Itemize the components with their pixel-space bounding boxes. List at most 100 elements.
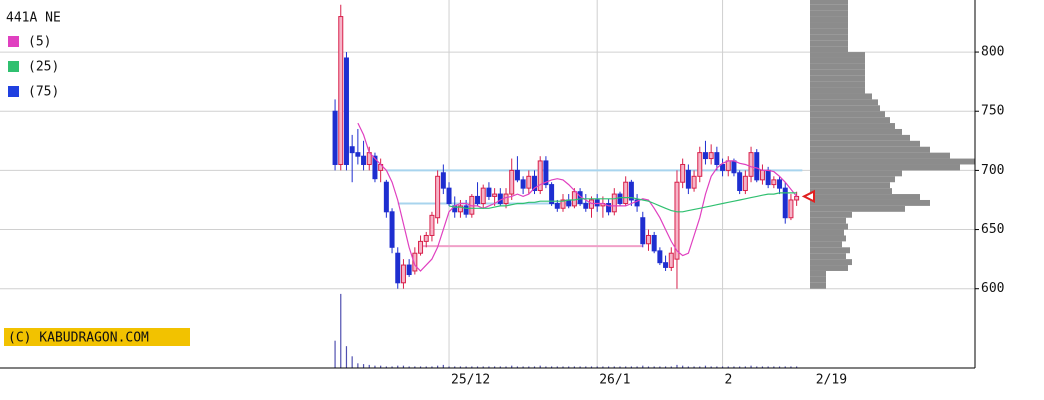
candle-body [520, 179, 526, 189]
candle-body [748, 152, 754, 177]
candle-body [674, 181, 680, 260]
profile-bar [810, 4, 848, 11]
ma-line [357, 122, 798, 272]
candle-body [742, 175, 748, 192]
y-tick-label: 800 [981, 45, 1004, 60]
legend-swatch [8, 86, 19, 97]
candle-body [372, 155, 378, 180]
profile-bar [810, 16, 848, 23]
profile-bar [810, 34, 848, 41]
profile-bar [810, 199, 930, 206]
y-tick-label: 750 [981, 104, 1004, 119]
candle-body [349, 146, 355, 154]
candle-body [332, 110, 338, 165]
profile-bar [810, 81, 865, 88]
candle-body [754, 152, 760, 181]
profile-bar [810, 22, 848, 29]
profile-bar [810, 235, 846, 242]
candle-body [759, 169, 765, 181]
candle-body [554, 203, 560, 209]
watermark: (C) KABUDRAGON.COM [8, 331, 149, 346]
profile-bar [810, 75, 865, 82]
candle-body [509, 169, 515, 195]
profile-bar [810, 134, 910, 141]
candle-body [606, 203, 612, 213]
candle-body [611, 193, 617, 213]
y-tick-label: 700 [981, 163, 1004, 178]
candle-body [526, 175, 532, 189]
candle-body [668, 252, 674, 268]
profile-bar [810, 93, 872, 100]
candle-body [725, 160, 731, 171]
candle-body [583, 203, 589, 209]
candle-body [588, 199, 594, 209]
profile-bar [810, 46, 848, 53]
profile-bar [810, 247, 850, 254]
candle-body [423, 234, 429, 242]
candle-body [640, 217, 646, 245]
profile-bar [810, 123, 895, 129]
candle-body [731, 160, 737, 174]
candle-body [389, 211, 395, 248]
profile-bar [810, 276, 826, 283]
profile-bar [810, 182, 890, 189]
candle-body [788, 199, 794, 219]
profile-bar [810, 259, 852, 266]
profile-bar [810, 282, 826, 289]
candle-body [475, 195, 481, 205]
candle-body [514, 169, 520, 181]
legend-label: (75) [28, 85, 59, 100]
profile-bar [810, 140, 920, 147]
candle-body [657, 250, 663, 264]
legend-swatch [8, 61, 19, 72]
candle-body [697, 152, 703, 177]
candle-body [680, 163, 686, 183]
candle-body [771, 179, 777, 186]
candle-body [537, 160, 543, 192]
profile-bar [810, 223, 848, 230]
candle-body [463, 205, 469, 215]
profile-bar [810, 176, 895, 183]
watermark-box [4, 328, 190, 346]
candle-body [737, 172, 743, 192]
candle-body [457, 205, 463, 213]
profile-bar [810, 146, 930, 153]
profile-bar [810, 0, 848, 5]
candle-body [343, 57, 349, 165]
legend-swatch [8, 36, 19, 47]
candle-body [777, 179, 783, 189]
candle-body [720, 163, 726, 171]
x-tick-label: 26/1 [599, 373, 630, 388]
profile-bar [810, 63, 865, 70]
profile-bar [810, 205, 905, 212]
profile-bar [810, 69, 865, 76]
profile-bar [810, 241, 842, 248]
profile-bar [810, 164, 960, 171]
x-tick-label: 25/12 [451, 373, 490, 388]
candle-body [395, 252, 401, 284]
candle-body [794, 195, 800, 201]
candle-body [532, 175, 538, 192]
candle-body [412, 252, 418, 272]
profile-bar [810, 40, 848, 47]
candle-body [702, 152, 708, 160]
profile-bar [810, 158, 975, 165]
profile-bar [810, 265, 848, 271]
candle-body [628, 181, 634, 201]
profile-bar [810, 211, 852, 218]
candle-body [714, 152, 720, 165]
profile-bar [810, 128, 902, 135]
candle-body [429, 214, 435, 236]
candle-body [645, 234, 651, 245]
profile-bar [810, 28, 848, 35]
candle-body [663, 262, 669, 268]
candle-body [685, 169, 691, 189]
candle-body [634, 199, 640, 207]
profile-bar [810, 253, 846, 260]
profile-bar [810, 117, 890, 124]
candle-body [549, 184, 555, 205]
profile-bar [810, 188, 892, 195]
x-tick-label: 2/19 [816, 373, 847, 388]
candle-body [435, 175, 441, 219]
profile-bar [810, 217, 846, 224]
